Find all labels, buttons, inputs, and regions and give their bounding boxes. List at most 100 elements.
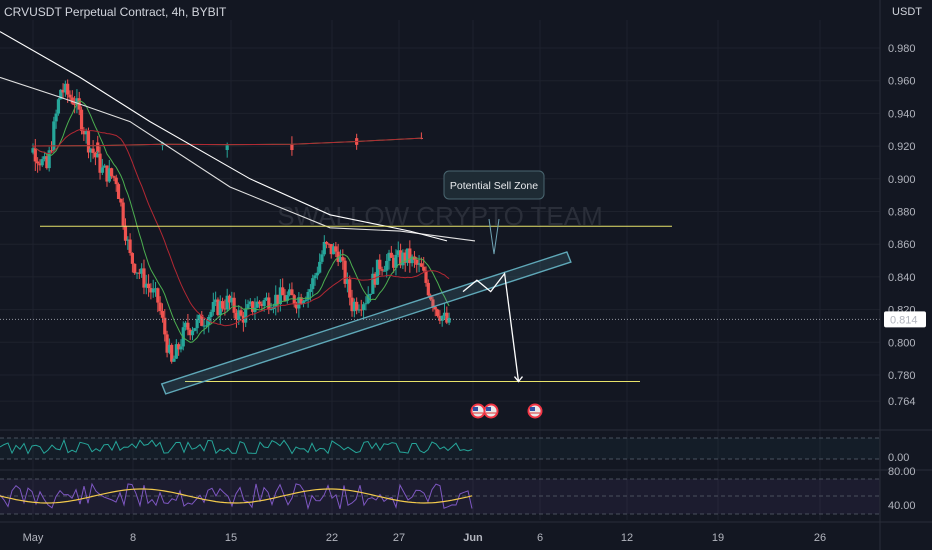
candle-body bbox=[419, 263, 423, 267]
candle-body bbox=[387, 252, 391, 261]
event-flags bbox=[470, 403, 543, 419]
candle-body bbox=[84, 131, 88, 135]
candle-body bbox=[352, 301, 356, 312]
sell-zone-wedge bbox=[488, 218, 500, 255]
candle-body bbox=[96, 142, 100, 153]
osc1-tick-label: 0.00 bbox=[888, 452, 909, 464]
moving-averages bbox=[0, 31, 476, 343]
price-tick-label: 0.920 bbox=[888, 141, 916, 153]
candle-body bbox=[156, 288, 160, 303]
sell-zone-tooltip: Potential Sell Zone bbox=[443, 170, 545, 200]
candle-body bbox=[285, 295, 289, 301]
candle-body bbox=[313, 275, 317, 279]
candle-body bbox=[223, 308, 227, 310]
candle-body bbox=[38, 163, 42, 166]
candle-body bbox=[167, 344, 171, 353]
candle-body bbox=[209, 311, 213, 318]
candle-body bbox=[431, 299, 435, 307]
candle-body bbox=[294, 304, 299, 309]
candle-body bbox=[36, 161, 40, 164]
candle-body bbox=[276, 294, 280, 305]
candle-body bbox=[348, 279, 352, 298]
candle-body bbox=[375, 259, 380, 285]
time-tick-label: 22 bbox=[326, 532, 338, 544]
us-event-flag-icon[interactable] bbox=[470, 403, 486, 419]
candle-body bbox=[251, 301, 255, 312]
candle-body bbox=[93, 152, 98, 158]
candle-body bbox=[368, 293, 373, 295]
candle-body bbox=[165, 334, 169, 353]
candle-body bbox=[91, 148, 95, 153]
candle-body bbox=[440, 315, 444, 321]
us-event-flag-icon[interactable] bbox=[527, 403, 543, 419]
candle-body bbox=[202, 325, 206, 327]
candle-body bbox=[350, 297, 354, 312]
candle-body bbox=[281, 287, 285, 296]
candle-body bbox=[177, 344, 181, 350]
ma-fast-line bbox=[31, 100, 450, 343]
candle-body bbox=[172, 358, 176, 362]
candle-body bbox=[79, 109, 84, 131]
candle-body bbox=[230, 297, 234, 303]
us-event-flag-icon[interactable] bbox=[483, 403, 499, 419]
price-tick-label: 0.940 bbox=[888, 108, 916, 120]
candle-body bbox=[373, 273, 377, 285]
candle-body bbox=[142, 268, 146, 288]
candle-body bbox=[357, 309, 361, 311]
candle-body bbox=[334, 246, 338, 252]
candle-body bbox=[267, 297, 271, 310]
candle-body bbox=[211, 302, 215, 312]
candle-body bbox=[149, 288, 153, 293]
candle-body bbox=[89, 148, 93, 153]
chart-title: CRVUSDT Perpetual Contract, 4h, BYBIT bbox=[4, 5, 227, 19]
candle-body bbox=[68, 94, 72, 98]
candle-body bbox=[163, 317, 167, 335]
osc2-tick-label: 40.00 bbox=[888, 500, 916, 512]
candle-body bbox=[128, 239, 132, 254]
candle-body bbox=[361, 304, 366, 311]
candle-body bbox=[264, 297, 269, 301]
candle-body bbox=[59, 89, 63, 100]
candle-body bbox=[73, 103, 77, 105]
projection-path bbox=[462, 271, 520, 382]
candle-body bbox=[283, 295, 287, 301]
time-tick-label: 26 bbox=[814, 532, 826, 544]
candle-body bbox=[288, 289, 292, 296]
candle-body bbox=[170, 344, 174, 362]
candle-body bbox=[318, 261, 322, 273]
candle-body bbox=[290, 289, 294, 296]
currency-label: USDT bbox=[892, 6, 922, 18]
candle-body bbox=[422, 266, 426, 271]
candle-body bbox=[378, 259, 382, 270]
candle-body bbox=[382, 270, 386, 272]
candle-body bbox=[331, 246, 336, 255]
candle-body bbox=[371, 273, 375, 294]
candle-body bbox=[225, 295, 229, 310]
ma-mid-line bbox=[31, 129, 450, 327]
candle-body bbox=[126, 239, 130, 241]
candle-body bbox=[151, 288, 155, 293]
candle-body bbox=[218, 301, 222, 315]
candle-body bbox=[188, 329, 192, 336]
candle-body bbox=[232, 297, 236, 313]
osc2-signal-line bbox=[0, 488, 473, 504]
candle-body bbox=[366, 294, 370, 304]
candle-body bbox=[121, 202, 125, 226]
candle-body bbox=[105, 165, 109, 182]
candle-body bbox=[197, 314, 202, 320]
candle-body bbox=[338, 257, 343, 262]
candle-body bbox=[442, 312, 447, 316]
candle-body bbox=[110, 168, 114, 177]
time-tick-label: Jun bbox=[463, 532, 483, 544]
current-price-label: 0.814 bbox=[890, 314, 918, 326]
candle-body bbox=[447, 317, 451, 323]
candle-body bbox=[355, 301, 359, 311]
time-tick-label: 12 bbox=[621, 532, 633, 544]
ma-200-line bbox=[0, 31, 448, 242]
candle-body bbox=[86, 131, 91, 153]
candle-body bbox=[63, 83, 67, 93]
candle-body bbox=[246, 304, 250, 309]
candle-body bbox=[103, 165, 107, 168]
candle-body bbox=[262, 300, 266, 306]
